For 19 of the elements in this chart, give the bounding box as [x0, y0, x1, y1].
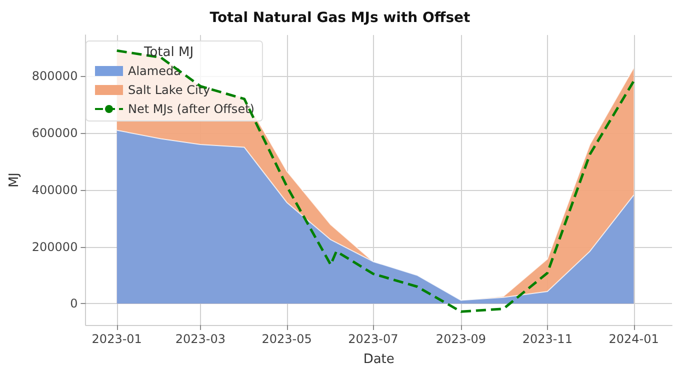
y-tick-label: 600000: [32, 126, 78, 140]
legend-title: Total MJ: [143, 45, 194, 60]
legend-label: Net MJs (after Offset): [128, 102, 254, 116]
x-tick-label: 2024-01: [608, 332, 659, 346]
x-tick-label: 2023-11: [522, 332, 572, 346]
y-tick-label: 400000: [32, 182, 78, 197]
y-tick-label: 200000: [32, 240, 78, 254]
y-axis-title: MJ: [7, 172, 22, 188]
x-tick-label: 2023-01: [92, 332, 142, 346]
y-tick-label: 0: [70, 296, 78, 311]
x-tick-label: 2023-03: [175, 332, 226, 346]
x-tick-label: 2023-09: [436, 332, 486, 346]
legend-label: Salt Lake City: [128, 83, 210, 97]
chart-title: Total Natural Gas MJs with Offset: [210, 10, 471, 26]
x-axis-title: Date: [363, 352, 394, 367]
x-tick-label: 2023-07: [348, 332, 398, 346]
y-tick-label: 800000: [32, 69, 78, 84]
x-tick-label: 2023-05: [262, 332, 312, 346]
legend-label: Alameda: [128, 64, 181, 78]
